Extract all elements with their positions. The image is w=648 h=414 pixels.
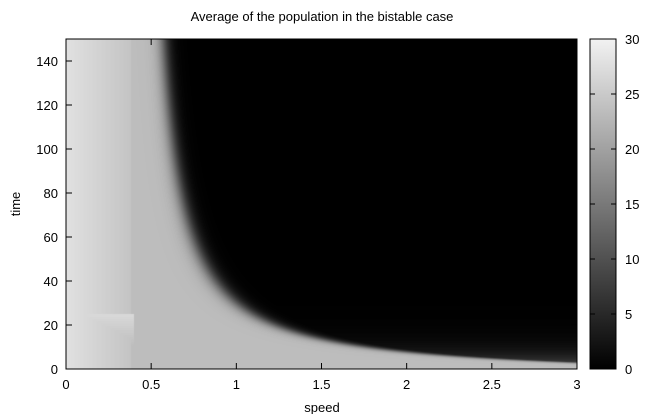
y-axis-label: time: [8, 192, 23, 217]
y-tick-label: 140: [36, 54, 58, 69]
x-tick-label: 0.5: [142, 377, 160, 392]
x-axis: 0 0.5 1 1.5 2 2.5 3: [62, 39, 581, 392]
y-tick-label: 100: [36, 142, 58, 157]
colorbar-tick-label: 10: [625, 252, 639, 267]
colorbar-axis: 0 5 10 15 20 25 30: [590, 32, 639, 377]
y-axis: 0 20 40 60 80 100 120 140: [36, 54, 577, 377]
y-tick-label: 80: [44, 186, 58, 201]
y-tick-label: 0: [51, 362, 58, 377]
x-tick-label: 2.5: [483, 377, 501, 392]
x-tick-label: 3: [573, 377, 580, 392]
x-axis-label: speed: [304, 400, 339, 414]
x-tick-label: 1.5: [312, 377, 330, 392]
colorbar-tick-label: 15: [625, 197, 639, 212]
colorbar-tick-label: 25: [625, 87, 639, 102]
colorbar-tick-label: 5: [625, 307, 632, 322]
x-tick-label: 2: [403, 377, 410, 392]
heatmap-image: [66, 39, 577, 369]
y-tick-label: 120: [36, 98, 58, 113]
y-tick-label: 20: [44, 318, 58, 333]
colorbar-tick-label: 30: [625, 32, 639, 47]
colorbar-tick-label: 0: [625, 362, 632, 377]
chart-title: Average of the population in the bistabl…: [191, 9, 454, 24]
heatmap-plot-area: [66, 39, 577, 369]
x-tick-label: 1: [233, 377, 240, 392]
colorbar-tick-label: 20: [625, 142, 639, 157]
x-tick-label: 0: [62, 377, 69, 392]
y-tick-label: 60: [44, 230, 58, 245]
y-tick-label: 40: [44, 274, 58, 289]
